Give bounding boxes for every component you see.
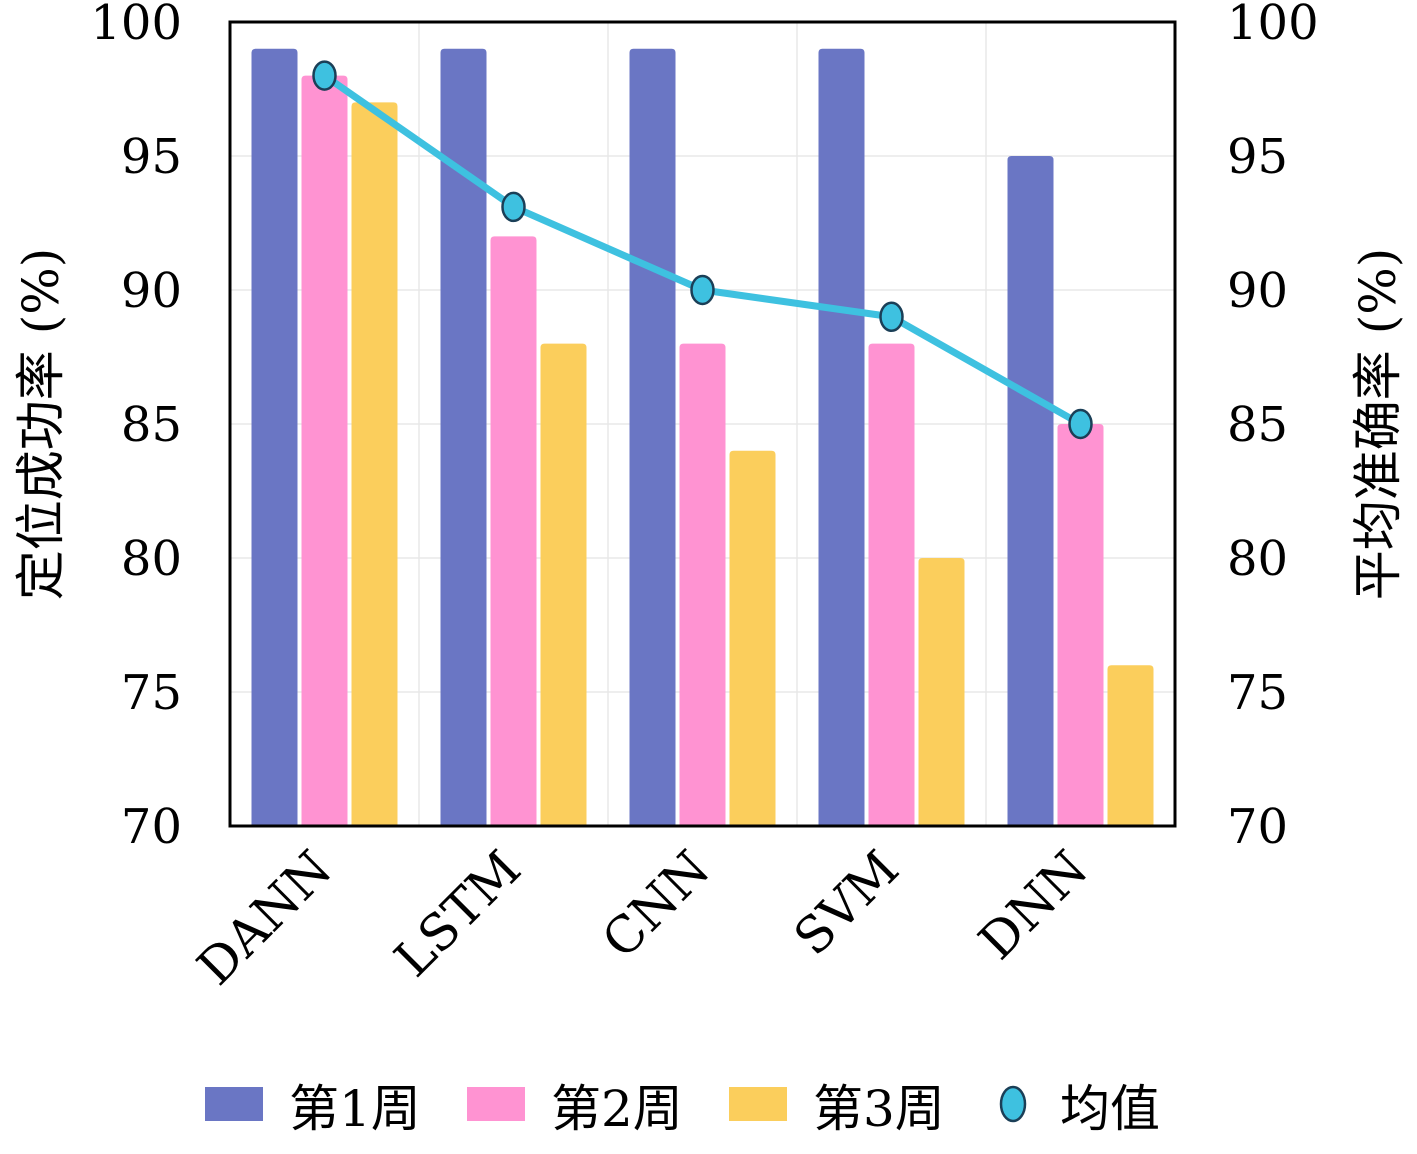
bar xyxy=(440,48,487,827)
bar xyxy=(1057,424,1104,826)
bar xyxy=(868,343,915,826)
y-tick-label-left: 90 xyxy=(121,263,182,319)
x-tick-label: DNN xyxy=(968,839,1099,970)
mean-marker xyxy=(690,274,715,306)
y-tick-label-right: 80 xyxy=(1227,531,1288,587)
y-tick-label-left: 100 xyxy=(90,0,182,51)
bar xyxy=(679,343,726,826)
mean-marker xyxy=(879,301,904,333)
y-tick-label-right: 95 xyxy=(1227,129,1288,185)
bar xyxy=(251,48,298,827)
x-ticks: DANN LSTM CNN SVM DNN xyxy=(186,839,1099,996)
mean-marker xyxy=(501,191,526,223)
legend-swatch xyxy=(205,1087,263,1121)
legend-marker xyxy=(999,1085,1027,1123)
y-tick-label-right: 75 xyxy=(1227,665,1288,721)
legend-label: 第2周 xyxy=(551,1080,683,1138)
bar xyxy=(301,75,348,827)
y-ticks-right: 70 75 80 85 90 95 100 xyxy=(1227,0,1319,855)
bar xyxy=(729,450,776,826)
legend-swatch xyxy=(467,1087,525,1121)
y-tick-label-right: 90 xyxy=(1227,263,1288,319)
y-tick-label-left: 95 xyxy=(121,129,182,185)
bar xyxy=(818,48,865,827)
y-tick-label-right: 70 xyxy=(1227,799,1288,855)
y-axis-title-right: 平均准确率 (%) xyxy=(1349,248,1407,600)
x-tick-label: LSTM xyxy=(383,839,532,988)
y-tick-label-right: 100 xyxy=(1227,0,1319,51)
y-tick-label-left: 85 xyxy=(121,397,182,453)
plot-frame xyxy=(228,20,1177,828)
legend-label: 第1周 xyxy=(289,1080,421,1138)
y-axis-title-left: 定位成功率 (%) xyxy=(12,248,70,600)
bar xyxy=(351,102,398,826)
legend-label: 均值 xyxy=(1060,1080,1160,1138)
bar xyxy=(1007,156,1054,826)
legend: 第1周 第2周 第3周 均值 xyxy=(205,1080,1160,1138)
bar xyxy=(1107,665,1154,826)
bar xyxy=(918,558,965,826)
bar xyxy=(490,236,537,826)
bar xyxy=(629,48,676,827)
mean-marker xyxy=(312,60,337,91)
y-ticks-left: 70 75 80 85 90 95 100 xyxy=(90,0,182,855)
x-tick-label: DANN xyxy=(186,839,343,996)
x-tick-label: CNN xyxy=(591,839,721,969)
y-tick-label-left: 75 xyxy=(121,665,182,721)
y-tick-label-left: 70 xyxy=(121,799,182,855)
y-tick-label-left: 80 xyxy=(121,531,182,587)
mean-marker xyxy=(1068,408,1093,440)
legend-label: 第3周 xyxy=(813,1080,945,1138)
y-tick-label-right: 85 xyxy=(1227,397,1288,453)
bar xyxy=(540,343,587,826)
legend-swatch xyxy=(729,1087,787,1121)
mean-line xyxy=(312,60,1093,440)
x-tick-label: SVM xyxy=(783,839,910,966)
bars xyxy=(251,48,1154,827)
